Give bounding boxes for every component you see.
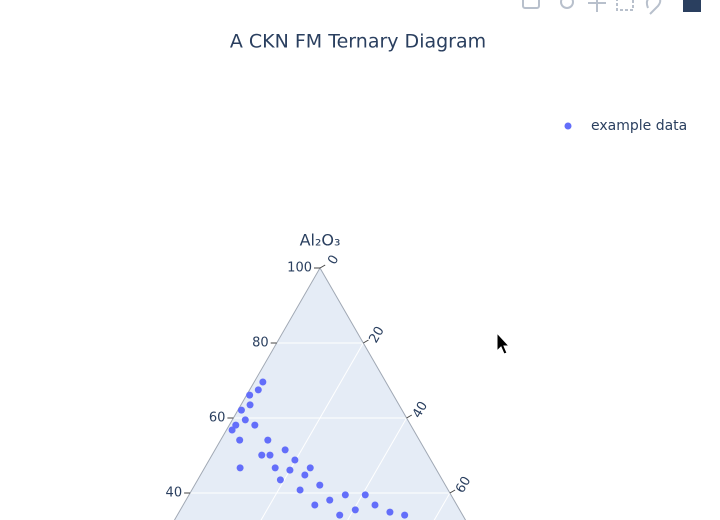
c-tick [449,489,456,494]
c-tick-label: 40 [410,399,431,421]
lasso-icon[interactable] [645,0,662,15]
data-point [264,436,272,444]
c-tick [319,264,326,269]
c-tick-label: 20 [367,324,388,346]
data-point [361,491,369,499]
data-point [281,446,289,454]
data-point [341,491,349,499]
c-tick [363,339,369,344]
data-point [236,464,244,472]
grid-line [260,342,364,520]
plotly-logo[interactable] [683,0,701,12]
data-point [237,406,245,414]
data-point [311,501,319,509]
data-point [336,511,344,519]
data-point [232,421,240,429]
grid-line [433,492,451,520]
zoom-icon[interactable] [560,0,574,9]
data-point [351,506,359,514]
a-tick-label: 40 [166,486,183,501]
data-point [266,451,274,459]
data-point [271,464,279,472]
data-point [228,426,236,434]
data-point [254,386,262,394]
data-point [241,416,249,424]
data-point [401,511,409,519]
data-point [246,401,254,409]
data-point [259,378,267,386]
data-point [371,501,379,509]
a-tick-label: 80 [252,336,269,351]
data-point [326,496,334,504]
data-point [301,471,309,479]
c-tick [406,414,413,419]
c-tick-label: 60 [453,474,474,496]
ternary-frame [173,266,467,520]
grid-line [347,417,408,520]
data-point [236,436,244,444]
data-point [258,451,266,459]
ternary-background [174,268,466,520]
a-axis-title: Al₂O₃ [300,231,341,250]
a-tick-label: 60 [209,411,226,426]
a-tick-label: 100 [287,261,312,276]
mouse-cursor [496,331,511,355]
legend-marker [564,122,572,130]
data-point [386,508,394,516]
pan-icon[interactable] [588,0,606,12]
modebar [522,0,701,15]
data-point [276,476,284,484]
data-point [246,391,254,399]
plot-area [173,264,467,520]
data-point [306,464,314,472]
legend: example data [564,118,687,134]
chart-title: A CKN FM Ternary Diagram [230,31,486,53]
legend-label: example data [591,118,687,134]
data-point [296,486,304,494]
data-point [286,466,294,474]
camera-icon[interactable] [522,0,540,9]
data-point [316,481,324,489]
select-icon[interactable] [616,0,634,11]
data-point [251,421,259,429]
data-point [291,456,299,464]
